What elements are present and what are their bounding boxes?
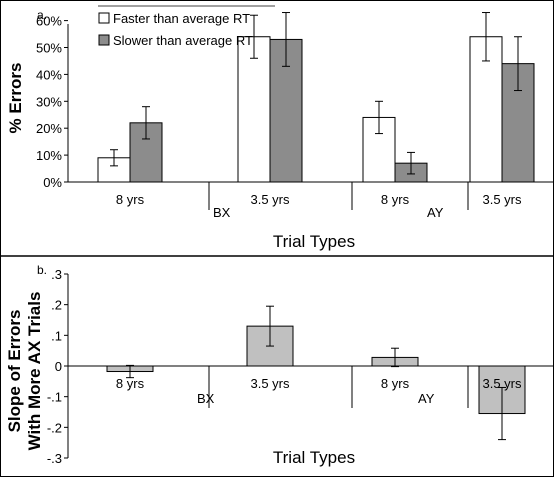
- y-tick-label-b-2: .1: [51, 328, 62, 343]
- y-tick-label-a-1: 10%: [36, 148, 62, 163]
- category-label-a-0: 8 yrs: [116, 192, 145, 207]
- y-tick-label-b-5: -.2: [47, 420, 62, 435]
- y-tick-label-a-5: 50%: [36, 41, 62, 56]
- panel-b-y-title-line2: With More AX Trials: [25, 292, 44, 451]
- panel-a-plot: 0% 10% 20% 30% 40% 50% 60% 70% 8 yrs 3.5 yrs 8 yrs…: [36, 0, 554, 220]
- panel-a-y-title: % Errors: [6, 63, 25, 134]
- legend-swatch-slower: [98, 34, 110, 46]
- y-tick-label-b-6: -.3: [47, 451, 62, 466]
- y-tick-label-b-4: -.1: [47, 390, 62, 405]
- category-label-a-2: 8 yrs: [381, 192, 410, 207]
- panel-a-x-title: Trial Types: [273, 232, 355, 251]
- group-label-a-1: AY: [427, 205, 444, 220]
- legend-swatch-faster: [98, 12, 110, 24]
- category-label-a-1: 3.5 yrs: [250, 192, 290, 207]
- panel-b-x-title: Trial Types: [273, 448, 355, 467]
- category-label-b-2: 8 yrs: [381, 376, 410, 391]
- group-label-b-1: AY: [418, 391, 435, 406]
- legend-label-slower: Slower than average RT: [113, 33, 253, 48]
- category-label-b-3: 3.5 yrs: [482, 376, 522, 391]
- category-label-b-0: 8 yrs: [116, 376, 145, 391]
- group-label-b-0: BX: [197, 391, 215, 406]
- y-tick-label-b-0: .3: [51, 267, 62, 282]
- panel-b-plot: .3 .2 .1 0 -.1 -.2 -.3 8 yrs 3.5 yrs 8 yrs 3.5 yrs…: [47, 267, 554, 466]
- y-tick-label-a-6: 60%: [36, 14, 62, 29]
- y-tick-label-a-3: 30%: [36, 94, 62, 109]
- legend-label-faster: Faster than average RT: [113, 11, 250, 26]
- y-tick-label-a-0: 0%: [43, 175, 62, 190]
- y-tick-label-a-4: 40%: [36, 67, 62, 82]
- y-tick-label-a-7: 70%: [36, 0, 62, 2]
- y-tick-label-a-2: 20%: [36, 121, 62, 136]
- category-label-b-1: 3.5 yrs: [250, 376, 290, 391]
- category-label-a-3: 3.5 yrs: [482, 192, 522, 207]
- panel-b-label: b.: [37, 263, 47, 277]
- y-tick-label-b-3: 0: [55, 359, 62, 374]
- y-tick-label-b-1: .2: [51, 298, 62, 313]
- legend: Faster than average RT Slower than avera…: [98, 5, 275, 48]
- panel-a-label: a.: [37, 8, 47, 22]
- panel-b-y-title-line1: Slope of Errors: [5, 310, 24, 433]
- group-label-a-0: BX: [213, 205, 231, 220]
